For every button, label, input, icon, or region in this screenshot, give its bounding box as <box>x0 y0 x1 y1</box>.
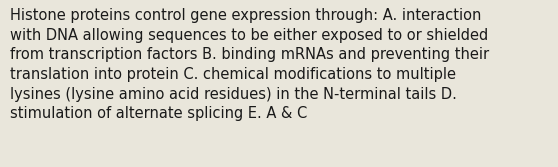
Text: Histone proteins control gene expression through: A. interaction
with DNA allowi: Histone proteins control gene expression… <box>10 8 489 121</box>
